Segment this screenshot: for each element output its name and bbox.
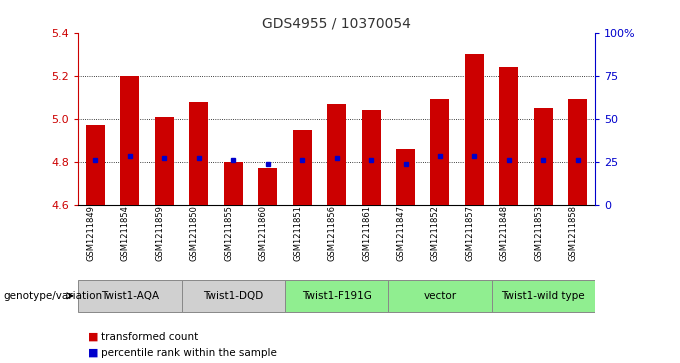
Text: GSM1211856: GSM1211856: [328, 205, 337, 261]
Text: ■: ■: [88, 332, 99, 342]
Text: Twist1-AQA: Twist1-AQA: [101, 291, 159, 301]
Bar: [155, 117, 174, 205]
Text: GSM1211854: GSM1211854: [121, 205, 130, 261]
FancyBboxPatch shape: [78, 280, 182, 312]
Text: GSM1211861: GSM1211861: [362, 205, 371, 261]
Text: GSM1211850: GSM1211850: [190, 205, 199, 261]
Bar: [362, 110, 381, 205]
Bar: [189, 102, 208, 205]
Bar: [568, 99, 588, 205]
Text: GSM1211857: GSM1211857: [465, 205, 475, 261]
Text: GSM1211853: GSM1211853: [534, 205, 543, 261]
Text: GSM1211851: GSM1211851: [293, 205, 302, 261]
Bar: [86, 125, 105, 205]
FancyBboxPatch shape: [492, 280, 595, 312]
Text: GSM1211855: GSM1211855: [224, 205, 233, 261]
Text: genotype/variation: genotype/variation: [3, 291, 103, 301]
Text: percentile rank within the sample: percentile rank within the sample: [101, 348, 277, 358]
FancyBboxPatch shape: [182, 280, 285, 312]
Bar: [430, 99, 449, 205]
FancyBboxPatch shape: [285, 280, 388, 312]
Bar: [499, 67, 518, 205]
Text: GSM1211848: GSM1211848: [500, 205, 509, 261]
Text: GSM1211849: GSM1211849: [86, 205, 95, 261]
Bar: [120, 76, 139, 205]
Text: Twist1-DQD: Twist1-DQD: [203, 291, 263, 301]
Text: vector: vector: [424, 291, 456, 301]
Text: Twist1-F191G: Twist1-F191G: [302, 291, 371, 301]
Bar: [292, 130, 311, 205]
Title: GDS4955 / 10370054: GDS4955 / 10370054: [262, 16, 411, 30]
Text: transformed count: transformed count: [101, 332, 198, 342]
Text: ■: ■: [88, 348, 99, 358]
Text: Twist1-wild type: Twist1-wild type: [502, 291, 585, 301]
Bar: [327, 104, 346, 205]
Text: GSM1211858: GSM1211858: [568, 205, 578, 261]
Bar: [258, 168, 277, 205]
Bar: [534, 108, 553, 205]
Bar: [465, 54, 484, 205]
Bar: [224, 162, 243, 205]
Text: GSM1211860: GSM1211860: [258, 205, 268, 261]
FancyBboxPatch shape: [388, 280, 492, 312]
Text: GSM1211859: GSM1211859: [155, 205, 165, 261]
Text: GSM1211847: GSM1211847: [396, 205, 405, 261]
Bar: [396, 149, 415, 205]
Text: GSM1211852: GSM1211852: [431, 205, 440, 261]
